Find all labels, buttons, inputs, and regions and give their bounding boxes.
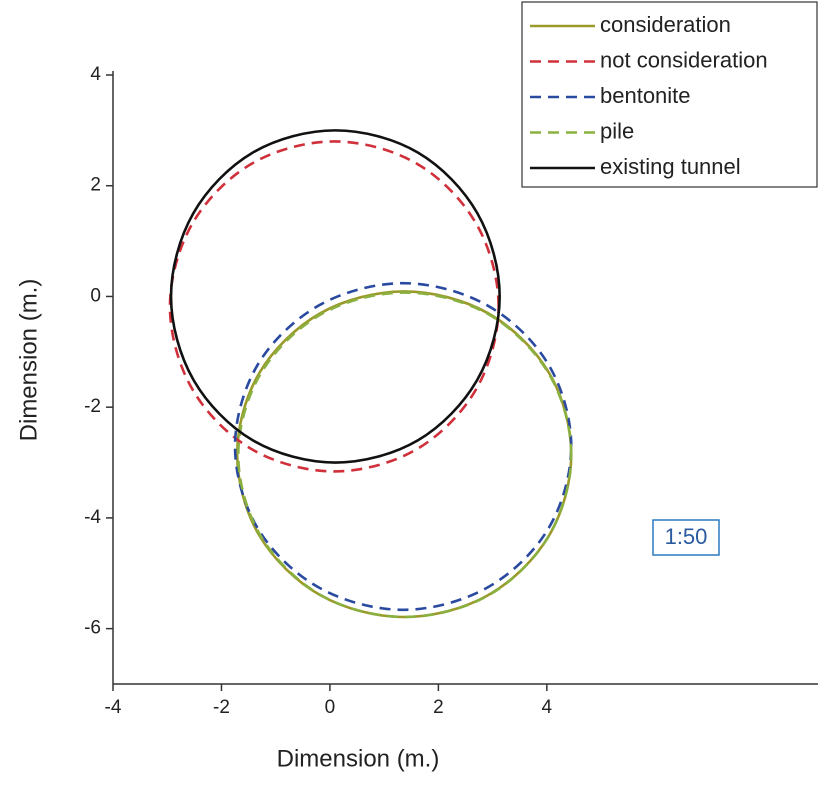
x-axis-title: Dimension (m.): [277, 745, 440, 772]
y-tick-label: 2: [90, 175, 101, 196]
y-tick-label: -2: [84, 396, 101, 417]
x-tick-label: -2: [213, 697, 230, 718]
legend-label: consideration: [600, 12, 731, 37]
series-line: [233, 281, 573, 612]
x-tick-label: 4: [542, 697, 553, 718]
series-line: [169, 129, 501, 464]
y-axis-title: Dimension (m.): [15, 279, 42, 442]
x-tick-label: 0: [325, 697, 336, 718]
legend-label: existing tunnel: [600, 154, 741, 179]
legend-box: [521, 1, 818, 188]
annotation-box: [652, 519, 720, 556]
annotation: 1:50: [665, 524, 708, 549]
y-tick-label: -4: [84, 507, 101, 528]
y-tick-label: -6: [84, 618, 101, 639]
series-line: [236, 291, 573, 619]
legend-label: bentonite: [600, 83, 691, 108]
y-tick-label: 0: [90, 285, 101, 306]
legend-label: pile: [600, 118, 634, 143]
x-tick-label: -4: [105, 697, 122, 718]
legend-label: not consideration: [600, 47, 768, 72]
x-tick-label: 2: [433, 697, 444, 718]
series-line: [168, 140, 500, 473]
y-tick-label: 4: [90, 64, 101, 85]
